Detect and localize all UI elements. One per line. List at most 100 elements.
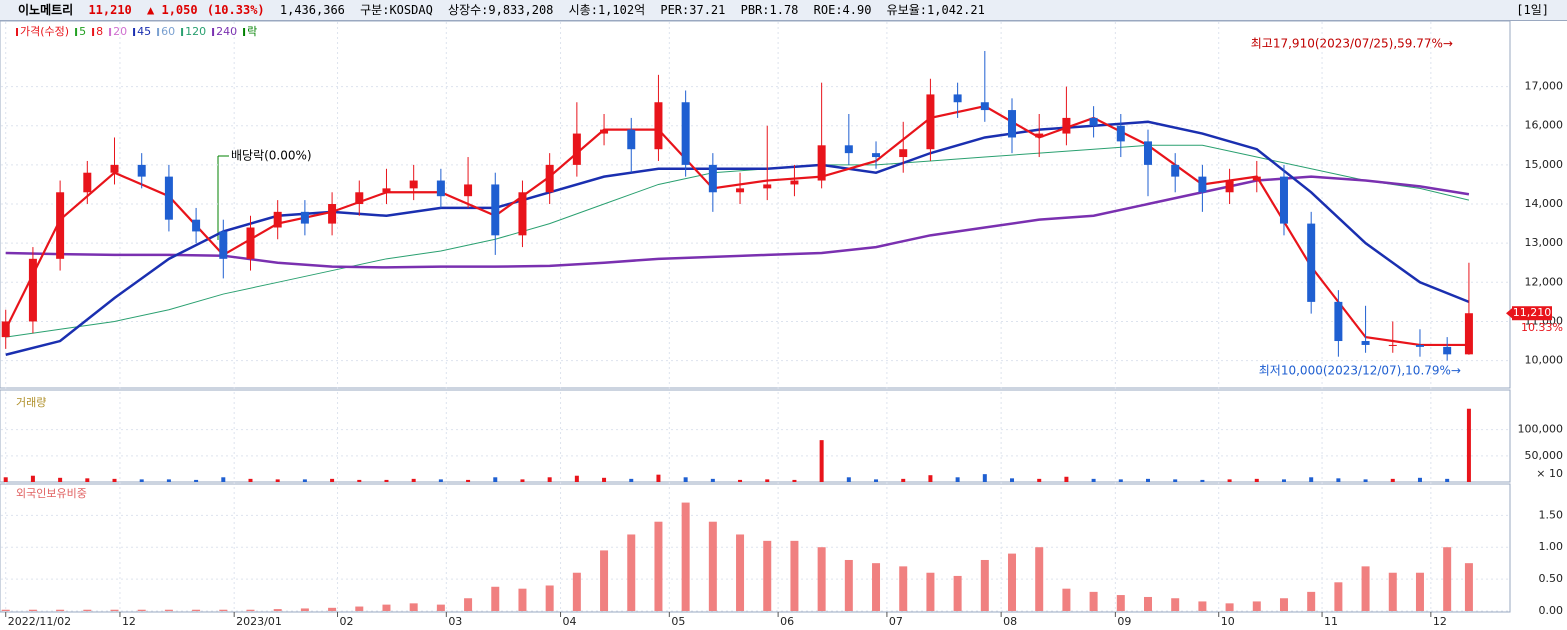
candle-body [953,94,962,103]
candle-body [736,188,745,193]
foreign-bar [409,603,418,611]
candle-body [83,172,92,193]
candle-body [980,102,989,111]
candle-body [273,211,282,228]
foreign-bar [464,598,473,611]
candle-body [355,192,364,205]
y-tick-label: 13,000 [1525,236,1564,249]
volume-bar [656,474,661,482]
candle-body [1008,110,1017,138]
candle-body [1225,180,1234,193]
candle-body [1307,223,1316,302]
foreign-bar [246,609,255,611]
candle-body [1143,141,1152,165]
foreign-bar [899,566,908,611]
candle-body [246,227,255,259]
legend-swatch [75,28,78,36]
x-tick-label: 09 [1117,615,1131,628]
volume-bar [1227,479,1232,482]
y-tick-label: 0.00 [1539,604,1564,617]
foreign-bar [382,604,391,611]
volume-bar [58,477,63,482]
candle-body [1388,344,1397,346]
volume-bar [629,478,634,482]
y-tick-label: 0.50 [1539,572,1564,585]
volume-bar [520,479,525,482]
candle-body [763,184,772,189]
candle-body [409,180,418,189]
foreign-bar [1388,572,1397,611]
candle-body [56,192,65,259]
stock-name: 이노메트리 [18,3,74,17]
volume-bar [1390,478,1395,482]
volume-bar [955,477,960,482]
moving-average [4,104,1469,347]
volume-bar [194,479,199,482]
volume-bar [466,479,471,482]
price: 11,210 [88,3,132,17]
foreign-bar [355,606,364,611]
volume-bar [438,479,443,482]
x-tick-label: 08 [1003,615,1017,628]
foreign-bar [708,521,717,611]
foreign-bar [953,575,962,611]
x-tick-label: 12 [1433,615,1447,628]
candle-body [627,129,636,150]
candle-body [926,94,935,150]
legend-swatch [133,28,136,36]
change: ▲ 1,050 [147,3,198,17]
foreign-bar [219,609,228,611]
candle-body [1415,344,1424,347]
legend-label: 120 [185,25,206,38]
y-tick-label: 1.50 [1539,508,1564,521]
foreign-bar [1008,553,1017,611]
candle-body [518,192,527,236]
volume-bar [1281,479,1286,482]
candle-body [1334,301,1343,342]
volume-bar [928,475,933,482]
last-price-arrow [1506,308,1512,319]
candle-body [300,211,309,224]
volume-bar [275,479,280,482]
period[interactable]: [1일] [1516,3,1549,17]
volume-bar [1254,478,1259,482]
foreign-bar [56,609,65,611]
candle-body [790,180,799,185]
volume-bar [1200,479,1205,482]
candle-body [1252,176,1261,181]
volume-bar [901,478,906,482]
volume-bar [357,479,362,482]
foreign-bar [872,563,881,611]
candle-body [545,164,554,193]
foreign-bar [926,572,935,611]
legend-label: 45 [137,25,151,38]
legend-swatch [16,28,18,36]
foreign-bar [1062,588,1071,611]
x-tick-label: 03 [448,615,462,628]
last-price-box [1512,306,1552,321]
candle-body [1089,117,1098,126]
candle-body [192,219,201,232]
foreign-bar [844,559,853,611]
legend-label: 락 [247,25,257,38]
foreign-bar [192,609,201,611]
pbr: PBR:1.78 [740,3,799,17]
foreign-bar [545,585,554,611]
legend-swatch [157,28,160,36]
volume-bar [1445,478,1450,482]
volume-bar [411,478,416,482]
x-tick-label: 05 [671,615,685,628]
foreign-bar [328,607,337,611]
volume-bar [302,479,307,482]
y-tick-label: 14,000 [1525,197,1564,210]
volume-bar [3,477,8,482]
volume-bar [1118,479,1123,482]
legend-label: 240 [216,25,237,38]
volume-bar [1363,479,1368,482]
candle-body [164,176,173,220]
foreign-bar [681,502,690,611]
candle-body [382,188,391,193]
foreign-bar [164,609,173,611]
volume-bar [710,478,715,482]
